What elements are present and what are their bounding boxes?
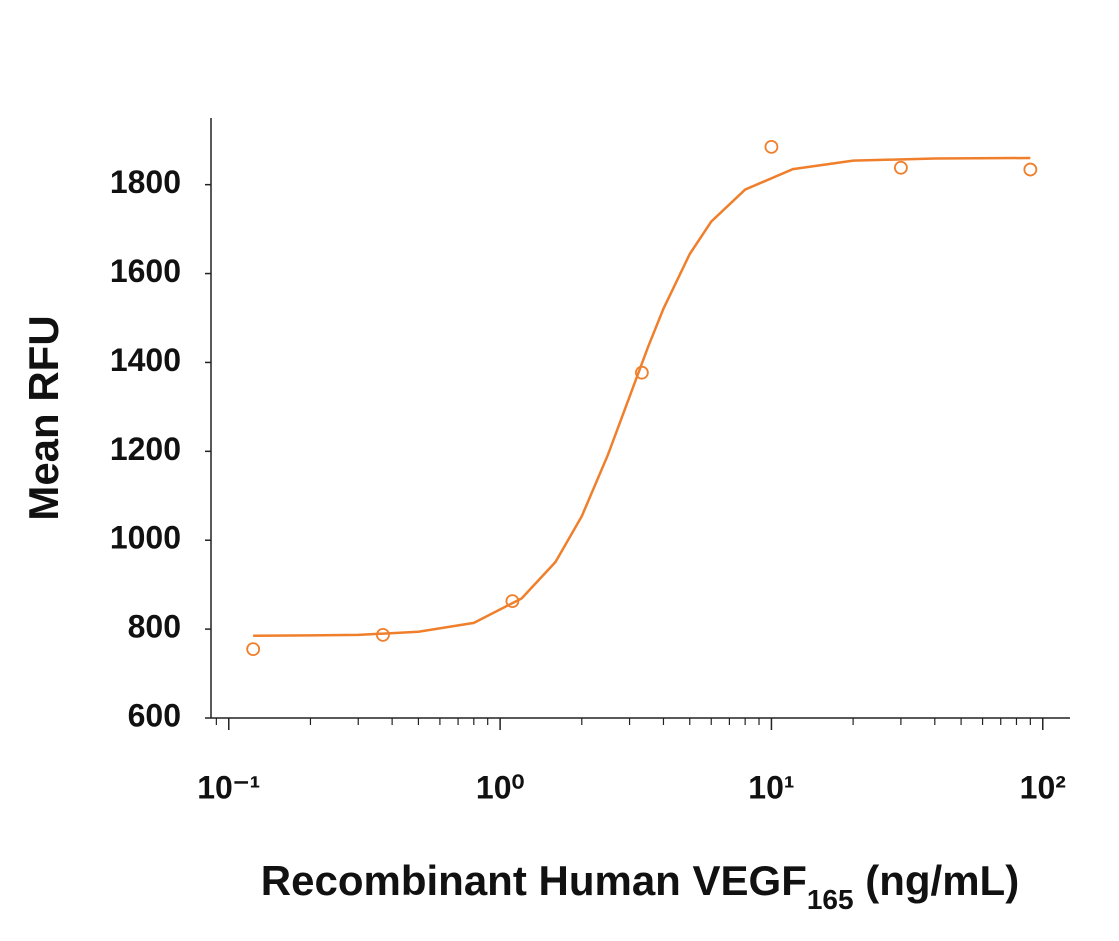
fit-curve (253, 156, 1031, 638)
x-tick-label: 10² (1020, 769, 1066, 805)
data-point (246, 642, 261, 657)
x-axis-label-sub: 165 (807, 884, 854, 915)
x-axis-label-main: Recombinant Human VEGF (261, 857, 807, 904)
data-point (505, 594, 520, 609)
data-point (764, 139, 779, 154)
y-tick-label: 1600 (110, 253, 181, 289)
y-tick-label: 800 (128, 609, 181, 645)
y-tick-label: 1800 (110, 164, 181, 200)
x-axis-label-suffix: (ng/mL) (854, 857, 1020, 904)
data-point (1023, 162, 1038, 177)
data-point (634, 365, 649, 380)
x-tick-label: 10⁻¹ (197, 769, 260, 805)
y-tick-label: 600 (128, 697, 181, 733)
x-tick-label: 10⁰ (476, 769, 525, 805)
x-tick-label: 10¹ (748, 769, 794, 805)
x-axis-label: Recombinant Human VEGF165 (ng/mL) (261, 857, 1019, 915)
y-tick-label: 1400 (110, 342, 181, 378)
y-tick-label: 1000 (110, 520, 181, 556)
y-axis-label: Mean RFU (20, 315, 67, 520)
y-tick-label: 1200 (110, 431, 181, 467)
data-point (893, 160, 908, 175)
data-point (376, 627, 390, 642)
